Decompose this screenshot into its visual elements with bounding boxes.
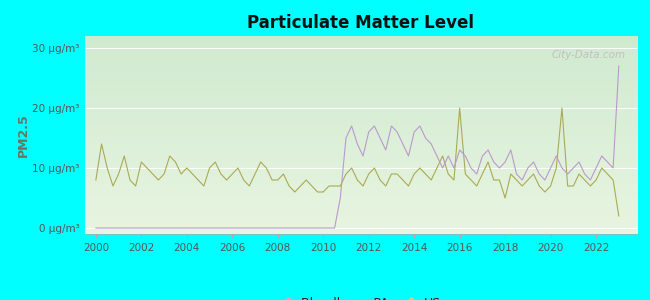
Legend: Blandburg, PA, US: Blandburg, PA, US bbox=[276, 292, 446, 300]
Y-axis label: PM2.5: PM2.5 bbox=[16, 113, 29, 157]
Title: Particulate Matter Level: Particulate Matter Level bbox=[247, 14, 474, 32]
Text: City-Data.com: City-Data.com bbox=[552, 50, 626, 60]
